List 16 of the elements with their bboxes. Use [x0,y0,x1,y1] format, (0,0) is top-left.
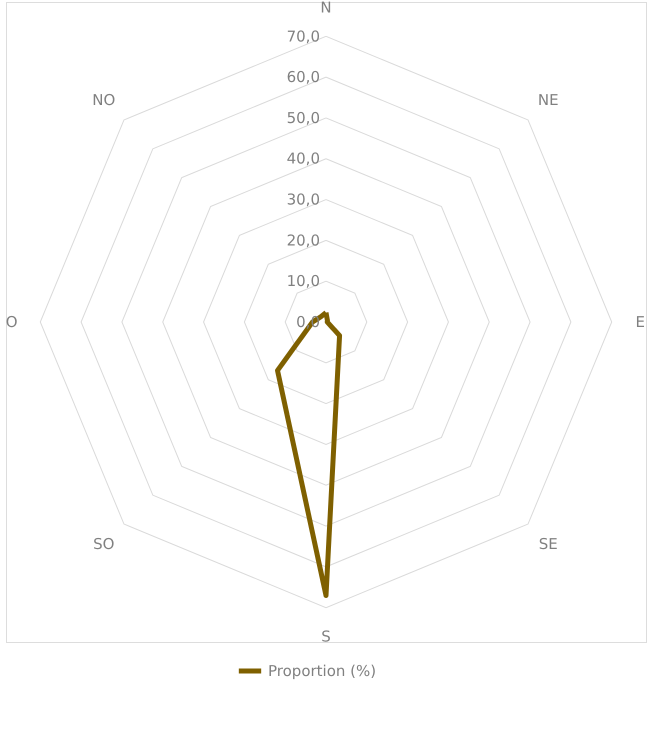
y-tick-label: 30,0 [286,190,320,209]
spoke-label: NE [538,90,559,109]
y-tick-label: 60,0 [286,68,320,86]
y-tick-label: 50,0 [286,108,320,127]
spoke-label: NO [92,90,116,109]
y-tick-label: 20,0 [286,231,320,250]
spoke-label: S [321,627,331,646]
spoke-label: O [6,313,18,331]
spoke-label: N [320,0,332,17]
spoke-label: E [636,313,646,331]
spoke-label: SE [538,535,558,554]
spoke-label: SO [93,535,114,554]
y-tick-label: 40,0 [286,150,320,168]
y-tick-label: 70,0 [286,27,320,46]
legend-label: Proportion (%) [268,662,376,680]
y-tick-label: 10,0 [286,272,320,290]
